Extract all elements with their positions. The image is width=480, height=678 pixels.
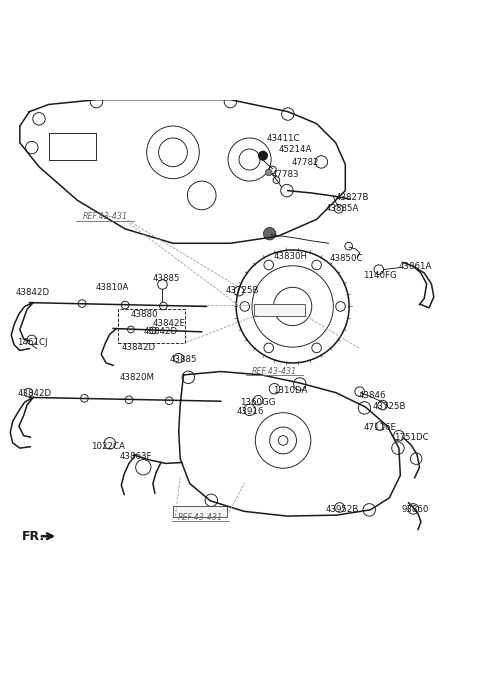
Text: 43842D: 43842D	[144, 327, 178, 336]
Text: 43916: 43916	[236, 407, 264, 416]
Circle shape	[265, 169, 272, 176]
Text: 43842D: 43842D	[16, 288, 50, 297]
Text: 1360GG: 1360GG	[240, 398, 276, 407]
Text: 45214A: 45214A	[278, 145, 312, 154]
Text: 43952B: 43952B	[325, 505, 359, 515]
Text: 43842D: 43842D	[17, 388, 51, 397]
Text: 43880: 43880	[131, 310, 158, 319]
Text: 43830H: 43830H	[274, 252, 308, 261]
Text: 1140FG: 1140FG	[363, 271, 397, 280]
Text: 47782: 47782	[292, 159, 319, 167]
Text: 47116E: 47116E	[363, 423, 396, 432]
Text: 43842D: 43842D	[121, 342, 156, 352]
Text: REF.43-431: REF.43-431	[178, 513, 223, 521]
Text: 43885: 43885	[169, 355, 197, 364]
Text: 43885A: 43885A	[325, 204, 359, 213]
Text: 43863F: 43863F	[120, 452, 152, 461]
Text: 43861A: 43861A	[399, 262, 432, 271]
Text: 43725B: 43725B	[373, 401, 407, 410]
FancyBboxPatch shape	[173, 506, 227, 517]
Text: 1751DC: 1751DC	[394, 433, 429, 441]
Text: 43885: 43885	[153, 274, 180, 283]
Circle shape	[264, 228, 276, 240]
Text: 43820M: 43820M	[120, 373, 155, 382]
Text: 1461CJ: 1461CJ	[17, 338, 48, 347]
Text: FR.: FR.	[22, 530, 45, 542]
Circle shape	[259, 151, 267, 160]
Text: 43411C: 43411C	[266, 134, 300, 144]
FancyBboxPatch shape	[254, 304, 305, 315]
Text: 1022CA: 1022CA	[91, 442, 124, 451]
Text: 43842E: 43842E	[153, 319, 186, 327]
Text: REF.43-431: REF.43-431	[252, 367, 297, 376]
Text: 43846: 43846	[359, 391, 386, 400]
Text: 43810A: 43810A	[96, 283, 129, 292]
Text: 43850C: 43850C	[330, 254, 363, 263]
Text: 93860: 93860	[402, 505, 429, 515]
Text: 1310DA: 1310DA	[273, 386, 307, 395]
Text: REF.43-431: REF.43-431	[83, 212, 128, 222]
Text: 43827B: 43827B	[336, 193, 369, 202]
Text: 43725B: 43725B	[226, 285, 259, 295]
Text: 47783: 47783	[271, 170, 299, 180]
